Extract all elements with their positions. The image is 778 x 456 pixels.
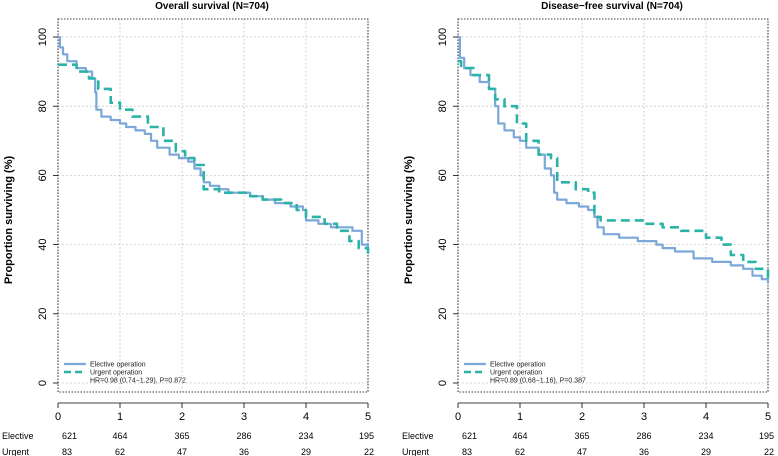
- y-tick-label: 60: [437, 169, 449, 181]
- risk-table-value: 29: [301, 447, 311, 456]
- risk-table-value: 29: [701, 447, 711, 456]
- risk-table-value: 83: [62, 447, 72, 456]
- y-tick-label: 20: [437, 308, 449, 320]
- risk-table-value: 234: [298, 431, 313, 441]
- x-tick-label: 5: [765, 411, 771, 423]
- chart-panel-2: Disease−free survival (N=704)02040608010…: [402, 1, 774, 456]
- risk-table-value: 621: [62, 431, 77, 441]
- legend-label: Elective operation: [90, 362, 146, 369]
- chart-title: Overall survival (N=704): [155, 1, 269, 12]
- y-tick-label: 80: [37, 100, 49, 112]
- y-axis-label: Proportion surviving (%): [403, 155, 415, 284]
- x-tick-label: 5: [365, 411, 371, 423]
- legend-label: Urgent operation: [90, 370, 142, 377]
- x-tick-label: 3: [641, 411, 647, 423]
- y-axis-label: Proportion surviving (%): [3, 155, 15, 284]
- risk-table-value: 36: [639, 447, 649, 456]
- risk-table-value: 62: [515, 447, 525, 456]
- y-tick-label: 40: [437, 238, 449, 250]
- risk-table-value: 47: [177, 447, 187, 456]
- y-tick-label: 0: [37, 380, 49, 386]
- risk-table-value: 286: [236, 431, 251, 441]
- plot-frame: [457, 18, 769, 393]
- x-tick-label: 2: [579, 411, 585, 423]
- chart-panel-1: Overall survival (N=704)020406080100Prop…: [2, 1, 374, 456]
- risk-table-value: 22: [364, 447, 374, 456]
- series-line-urgent: [458, 59, 770, 280]
- series-line-urgent: [58, 63, 370, 259]
- risk-table-value: 22: [764, 447, 774, 456]
- y-tick-label: 100: [437, 28, 449, 46]
- x-tick-label: 0: [55, 411, 61, 423]
- legend-label: Elective operation: [490, 362, 546, 369]
- y-tick-label: 80: [437, 100, 449, 112]
- risk-table-value: 621: [462, 431, 477, 441]
- x-tick-label: 4: [303, 411, 309, 423]
- y-tick-label: 60: [37, 169, 49, 181]
- risk-table-value: 36: [239, 447, 249, 456]
- x-tick-label: 1: [517, 411, 523, 423]
- x-tick-label: 3: [241, 411, 247, 423]
- risk-table-value: 286: [636, 431, 651, 441]
- y-tick-label: 20: [37, 308, 49, 320]
- series-line-elective: [458, 35, 770, 283]
- hazard-ratio-annotation: HR=0.89 (0.68−1.16), P=0.387: [490, 378, 586, 385]
- x-tick-label: 1: [117, 411, 123, 423]
- y-tick-label: 100: [37, 28, 49, 46]
- risk-table-value: 234: [698, 431, 713, 441]
- risk-table-row-label: Elective: [2, 431, 34, 441]
- risk-table-value: 62: [115, 447, 125, 456]
- risk-table-value: 464: [512, 431, 527, 441]
- risk-table-row-label: Urgent: [402, 447, 430, 456]
- series-line-elective: [58, 35, 370, 249]
- y-tick-label: 40: [37, 238, 49, 250]
- x-tick-label: 2: [179, 411, 185, 423]
- risk-table-row-label: Elective: [402, 431, 434, 441]
- risk-table-value: 365: [574, 431, 589, 441]
- risk-table-row-label: Urgent: [2, 447, 30, 456]
- x-tick-label: 0: [455, 411, 461, 423]
- risk-table-value: 83: [462, 447, 472, 456]
- chart-title: Disease−free survival (N=704): [541, 1, 683, 12]
- hazard-ratio-annotation: HR=0.98 (0.74−1.29), P=0.872: [90, 378, 186, 385]
- risk-table-value: 464: [112, 431, 127, 441]
- plot-frame: [57, 18, 369, 393]
- legend-label: Urgent operation: [490, 370, 542, 377]
- risk-table-value: 195: [359, 431, 374, 441]
- risk-table-value: 47: [577, 447, 587, 456]
- risk-table-value: 195: [759, 431, 774, 441]
- risk-table-value: 365: [174, 431, 189, 441]
- y-tick-label: 0: [437, 380, 449, 386]
- x-tick-label: 4: [703, 411, 709, 423]
